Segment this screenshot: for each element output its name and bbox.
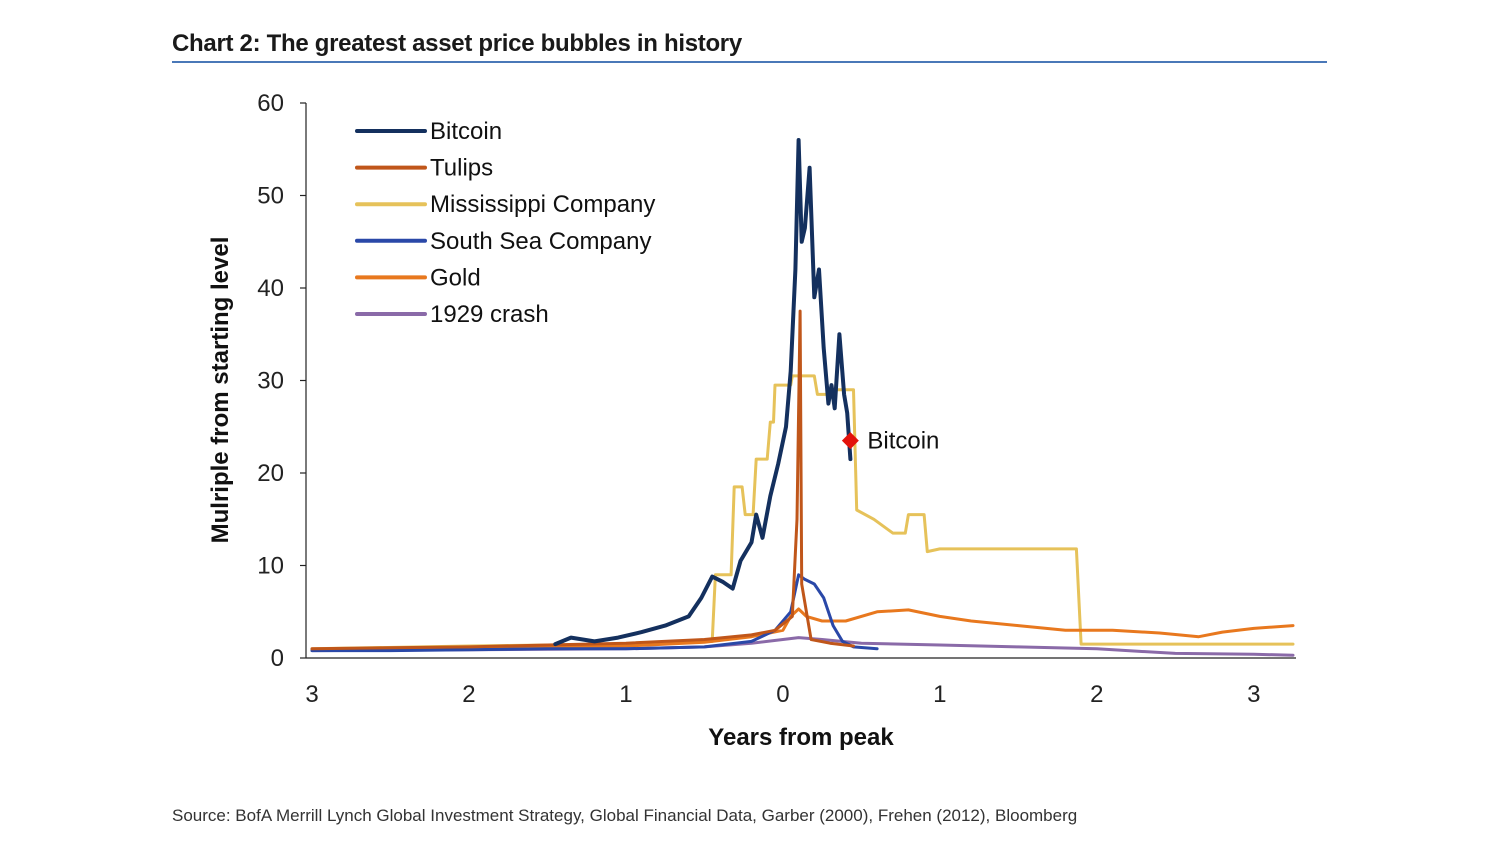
legend-label: Tulips (430, 155, 493, 182)
legend-label: South Sea Company (430, 228, 651, 255)
x-tick-label: 2 (462, 681, 475, 708)
series (310, 138, 1295, 657)
annotation: Bitcoin (841, 428, 939, 455)
legend-label: Mississippi Company (430, 191, 655, 218)
x-axis-label: Years from peak (708, 724, 894, 751)
annotation-marker (841, 432, 859, 450)
y-tick-label: 0 (271, 645, 284, 672)
y-tick-label: 10 (257, 553, 284, 580)
series-line-bitcoin (553, 138, 853, 647)
legend-label: Gold (430, 264, 481, 291)
legend: Bitcoin Tulips Mississippi Company South Se… (355, 118, 655, 328)
x-tick-label: 1 (619, 681, 632, 708)
y-axis-label: Mulriple from starting level (207, 237, 234, 544)
x-tick-label: 3 (305, 681, 318, 708)
legend-label: 1929 crash (430, 301, 549, 328)
series-line-south-sea-company (310, 573, 879, 653)
annotation-label: Bitcoin (867, 428, 939, 455)
y-tick-label: 60 (257, 90, 284, 117)
legend-label: Bitcoin (430, 118, 502, 145)
chart-title: Chart 2: The greatest asset price bubble… (172, 30, 742, 57)
y-tick-label: 20 (257, 460, 284, 487)
y-tick-label: 30 (257, 368, 284, 395)
y-tick-label: 50 (257, 183, 284, 210)
x-tick-label: 1 (933, 681, 946, 708)
title-rule (172, 61, 1327, 63)
series-line-tulips (310, 309, 855, 651)
y-tick-label: 40 (257, 275, 284, 302)
series-line-gold (310, 607, 1295, 652)
x-tick-label: 3 (1247, 681, 1260, 708)
x-tick-label: 0 (776, 681, 789, 708)
x-tick-label: 2 (1090, 681, 1103, 708)
source-note: Source: BofA Merrill Lynch Global Invest… (172, 806, 1078, 825)
